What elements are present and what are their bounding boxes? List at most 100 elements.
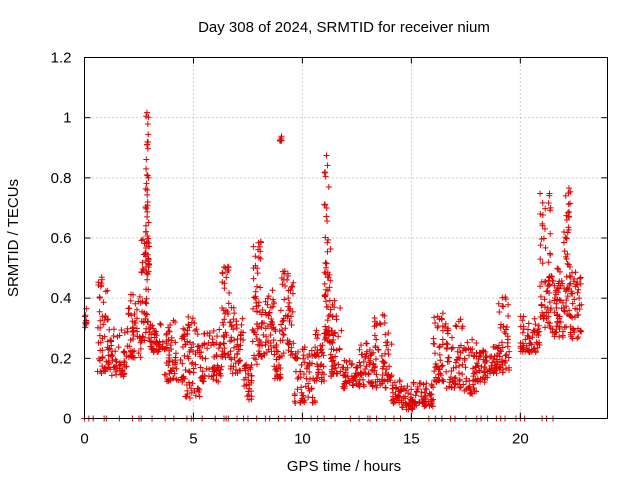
data-point xyxy=(470,384,477,391)
data-point xyxy=(185,355,192,362)
data-point xyxy=(306,368,313,375)
data-point xyxy=(285,295,292,302)
data-point xyxy=(175,377,182,384)
data-point xyxy=(96,332,103,339)
data-point xyxy=(82,319,89,326)
data-point xyxy=(322,173,329,180)
y-tick-label: 1 xyxy=(63,110,71,127)
data-point xyxy=(286,338,293,345)
data-point xyxy=(421,403,428,410)
x-tick-label: 15 xyxy=(403,431,420,448)
data-point xyxy=(456,384,463,391)
data-point xyxy=(115,344,122,351)
data-point xyxy=(273,368,280,375)
data-point xyxy=(289,290,296,297)
data-point xyxy=(116,365,123,372)
data-point xyxy=(565,226,572,233)
data-point xyxy=(144,208,151,215)
data-point xyxy=(562,253,569,260)
data-point xyxy=(219,269,226,276)
data-point xyxy=(470,381,477,388)
x-tick-label: 0 xyxy=(80,431,88,448)
data-point xyxy=(535,332,542,339)
data-point xyxy=(143,165,150,172)
data-point xyxy=(344,364,351,371)
data-point xyxy=(459,361,466,368)
data-point xyxy=(431,350,438,357)
data-point xyxy=(289,308,296,315)
data-point xyxy=(328,327,335,334)
data-point xyxy=(241,365,248,372)
data-point xyxy=(545,199,552,206)
data-point xyxy=(327,277,334,284)
data-point xyxy=(278,321,285,328)
data-point xyxy=(367,379,374,386)
data-point xyxy=(561,324,568,331)
data-point xyxy=(547,305,554,312)
data-point xyxy=(153,328,160,335)
data-point xyxy=(151,347,158,354)
data-point xyxy=(448,367,455,374)
data-point xyxy=(113,358,120,365)
data-point xyxy=(143,228,150,235)
data-point xyxy=(225,300,232,307)
data-point xyxy=(213,333,220,340)
data-point xyxy=(141,337,148,344)
data-point xyxy=(368,351,375,358)
data-point xyxy=(219,319,226,326)
data-point xyxy=(185,322,192,329)
data-point xyxy=(498,339,505,346)
data-point xyxy=(102,288,109,295)
data-point xyxy=(150,346,157,353)
data-point xyxy=(121,371,128,378)
data-point xyxy=(505,301,512,308)
data-point xyxy=(251,294,258,301)
data-point xyxy=(335,361,342,368)
data-point xyxy=(499,294,506,301)
data-point xyxy=(96,308,103,315)
data-point xyxy=(555,280,562,287)
data-point xyxy=(436,377,443,384)
data-point xyxy=(541,279,548,286)
data-point xyxy=(280,268,287,275)
data-point xyxy=(180,375,187,382)
data-point xyxy=(288,322,295,329)
data-point xyxy=(252,356,259,363)
data-point xyxy=(233,343,240,350)
data-point xyxy=(551,309,558,316)
data-point xyxy=(227,348,234,355)
data-point xyxy=(308,347,315,354)
data-point xyxy=(271,375,278,382)
data-point xyxy=(139,298,146,305)
data-point xyxy=(211,353,218,360)
data-point xyxy=(280,331,287,338)
data-point xyxy=(525,333,532,340)
y-tick-label: 0.4 xyxy=(51,290,72,307)
data-point xyxy=(459,347,466,354)
data-point xyxy=(469,336,476,343)
data-point xyxy=(145,258,152,265)
data-point xyxy=(562,192,569,199)
data-point xyxy=(499,366,506,373)
data-point xyxy=(184,330,191,337)
data-point xyxy=(569,335,576,342)
data-point xyxy=(271,351,278,358)
data-point xyxy=(357,369,364,376)
data-point xyxy=(444,327,451,334)
data-point xyxy=(469,390,476,397)
data-point xyxy=(323,260,330,267)
data-point xyxy=(143,109,150,116)
data-point xyxy=(363,363,370,370)
data-point xyxy=(388,341,395,348)
data-point xyxy=(478,363,485,370)
data-point xyxy=(475,356,482,363)
data-point xyxy=(209,365,216,372)
data-point xyxy=(463,375,470,382)
data-point xyxy=(565,185,572,192)
data-point xyxy=(542,324,549,331)
data-point xyxy=(100,367,107,374)
data-point xyxy=(372,378,379,385)
data-point xyxy=(428,391,435,398)
data-point xyxy=(452,322,459,329)
data-point xyxy=(314,361,321,368)
